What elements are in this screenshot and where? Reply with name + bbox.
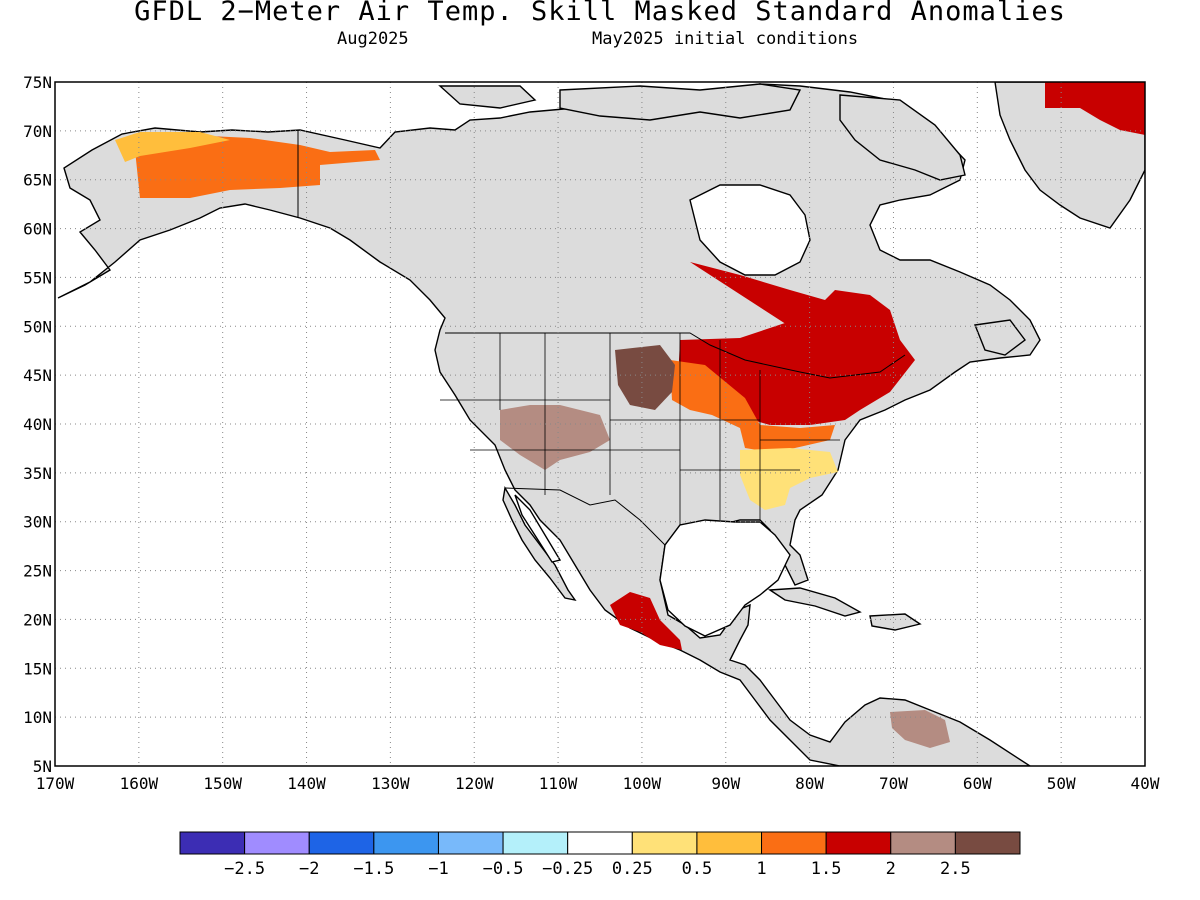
water-bodies (514, 184, 821, 637)
lon-label: 150W (203, 774, 242, 793)
gulf-of-california (514, 494, 562, 563)
colorbar-label: 2.5 (940, 859, 971, 879)
lon-label: 40W (1131, 774, 1160, 793)
hudson-bay (689, 184, 811, 276)
colorbar-label: −0.25 (542, 859, 593, 879)
lat-label: 20N (23, 610, 52, 629)
lon-label: 70W (879, 774, 908, 793)
lat-label: 40N (23, 415, 52, 434)
us-canada-border (445, 332, 906, 379)
map-title: GFDL 2−Meter Air Temp. Skill Masked Stan… (134, 0, 1066, 27)
anomaly-greenland (1045, 82, 1145, 135)
lon-label: 160W (120, 774, 159, 793)
colorbar-label: −0.5 (483, 859, 524, 879)
colorbar-label: 2 (886, 859, 896, 879)
lat-label: 5N (33, 757, 52, 776)
anomaly-alaska-coast (115, 132, 230, 162)
lon-label: 100W (623, 774, 662, 793)
valid-month: Aug2025 (337, 29, 409, 49)
colorbar-label: −2 (299, 859, 319, 879)
lon-label: 170W (36, 774, 75, 793)
colorbar-swatch (437, 831, 504, 855)
colorbar-label: 1.5 (811, 859, 842, 879)
lon-label: 120W (455, 774, 494, 793)
anomaly-great-basin (500, 405, 610, 470)
lat-lon-grid (55, 82, 1145, 766)
political-boundaries (297, 130, 906, 546)
colorbar-label: 0.5 (682, 859, 713, 879)
us-mexico-border (504, 487, 666, 546)
arctic-island-west (438, 85, 537, 109)
colorbar-swatch (696, 831, 763, 855)
lat-label: 65N (23, 171, 52, 190)
lat-label: 10N (23, 708, 52, 727)
colorbar-swatch (761, 831, 827, 855)
anomaly-ohio-valley (670, 360, 835, 452)
anomaly-southeast-us (740, 448, 838, 510)
colorbar-swatch (631, 831, 698, 855)
colorbar-label: −1 (428, 859, 448, 879)
colorbar-swatch (502, 831, 569, 855)
lon-label: 140W (287, 774, 326, 793)
lat-label: 70N (23, 122, 52, 141)
lat-label: 55N (23, 268, 52, 287)
colorbar-swatch (825, 831, 892, 855)
lat-label: 75N (23, 73, 52, 92)
lat-label: 35N (23, 464, 52, 483)
colorbar-swatch (954, 831, 1021, 855)
colorbar-swatch (567, 831, 633, 855)
lon-label: 110W (539, 774, 578, 793)
state-lines (440, 333, 840, 525)
colorbar (179, 831, 1021, 855)
longitude-labels: 170W 160W 150W 140W 130W 120W 110W 100W 90W 80W 70… (36, 774, 1160, 793)
baja-california (502, 485, 577, 602)
hispaniola (869, 613, 922, 631)
colorbar-swatch (890, 831, 956, 855)
gulf-of-mexico (659, 519, 791, 637)
map-frame (54, 81, 1146, 767)
lat-label: 30N (23, 513, 52, 532)
lon-label: 50W (1047, 774, 1076, 793)
lat-label: 25N (23, 562, 52, 581)
colorbar-swatch (179, 831, 246, 855)
lat-label: 60N (23, 220, 52, 239)
colorbar-label: 1 (756, 859, 766, 879)
lat-label: 50N (23, 317, 52, 336)
newfoundland (974, 319, 1026, 356)
lat-label: 15N (23, 659, 52, 678)
colorbar-label: 0.25 (612, 859, 653, 879)
lon-label: 60W (963, 774, 992, 793)
colorbar-labels: −2.5 −2 −1.5 −1 −0.5 −0.25 0.25 0.5 1 1.5 2 2.5 (224, 859, 971, 879)
latitude-labels: 75N 70N 65N 60N 55N 50N 45N 40N 35N 30N 25N 20N 15N 1… (23, 73, 52, 776)
colorbar-swatch (308, 831, 375, 855)
anomaly-southern-mexico (610, 592, 682, 650)
lon-label: 90W (711, 774, 740, 793)
lon-label: 80W (795, 774, 824, 793)
lon-label: 130W (371, 774, 410, 793)
colorbar-label: −1.5 (353, 859, 394, 879)
anomaly-northern-alaska (135, 135, 380, 198)
colorbar-swatch (244, 831, 310, 855)
cuba (767, 587, 862, 617)
colorbar-swatch (373, 831, 439, 855)
colorbar-label: −2.5 (224, 859, 265, 879)
anomaly-venezuela (890, 710, 950, 748)
init-conditions: May2025 initial conditions (592, 29, 859, 49)
lat-label: 45N (23, 366, 52, 385)
arctic-islands (559, 83, 802, 121)
anomaly-northern-plains (615, 345, 675, 410)
